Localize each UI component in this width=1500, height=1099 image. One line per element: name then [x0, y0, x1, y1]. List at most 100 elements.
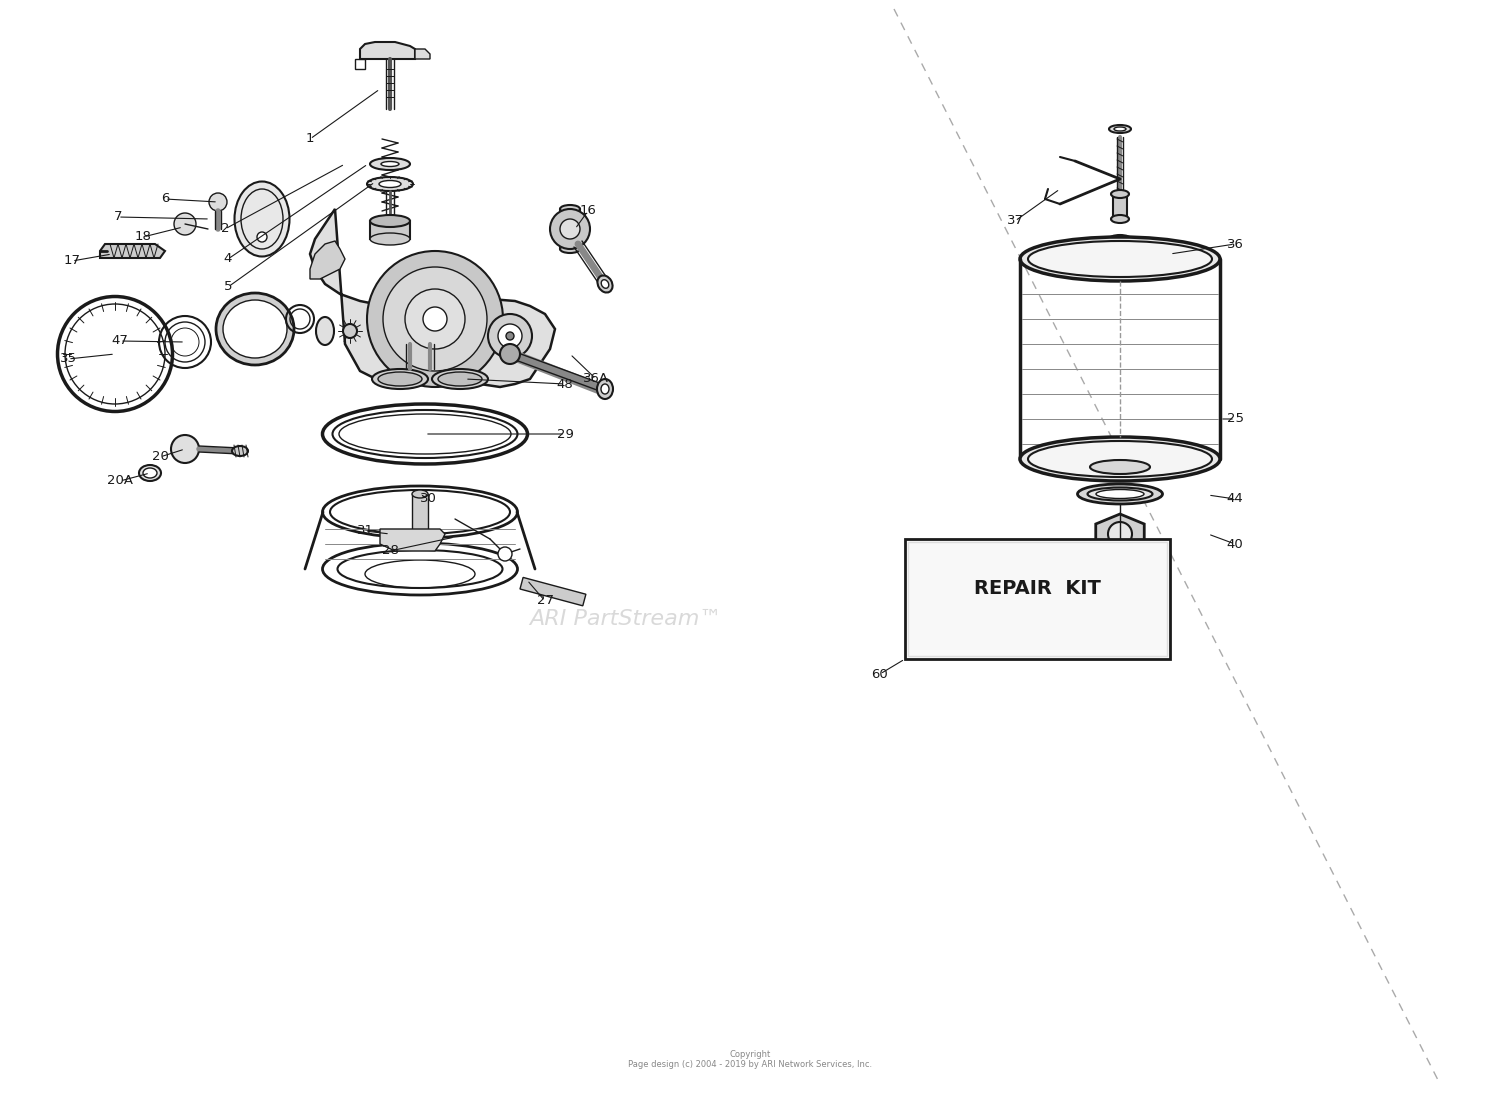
Polygon shape: [360, 42, 416, 59]
Ellipse shape: [316, 317, 334, 345]
Text: 1: 1: [306, 133, 315, 145]
Text: 5: 5: [224, 280, 232, 293]
Ellipse shape: [224, 300, 286, 358]
Text: 44: 44: [1227, 492, 1244, 506]
Ellipse shape: [602, 280, 609, 288]
Ellipse shape: [1096, 489, 1144, 499]
Ellipse shape: [597, 276, 612, 292]
Text: 16: 16: [579, 204, 597, 218]
Text: 4: 4: [224, 253, 232, 266]
Ellipse shape: [597, 379, 613, 399]
Text: 28: 28: [381, 544, 399, 557]
Text: 29: 29: [556, 428, 573, 441]
Ellipse shape: [560, 206, 580, 213]
Text: ARI PartStream™: ARI PartStream™: [528, 609, 722, 629]
Polygon shape: [310, 241, 345, 279]
Bar: [520, 577, 586, 606]
Ellipse shape: [1112, 555, 1128, 564]
Bar: [908, 542, 1167, 656]
Text: 40: 40: [1227, 537, 1244, 551]
Ellipse shape: [438, 371, 482, 386]
Ellipse shape: [432, 369, 488, 389]
Text: 36A: 36A: [584, 373, 609, 386]
Ellipse shape: [1028, 241, 1212, 277]
Ellipse shape: [1020, 237, 1220, 281]
Circle shape: [423, 307, 447, 331]
Ellipse shape: [142, 468, 158, 478]
Text: REPAIR  KIT: REPAIR KIT: [974, 579, 1101, 599]
Ellipse shape: [380, 180, 400, 188]
Polygon shape: [310, 209, 555, 387]
Ellipse shape: [1077, 484, 1162, 504]
Text: 36: 36: [1227, 237, 1244, 251]
Ellipse shape: [1108, 125, 1131, 133]
Circle shape: [500, 344, 520, 364]
Text: 31: 31: [357, 524, 374, 537]
Circle shape: [506, 332, 515, 340]
Ellipse shape: [1114, 237, 1126, 241]
Ellipse shape: [378, 371, 422, 386]
Text: 25: 25: [1227, 412, 1244, 425]
Ellipse shape: [1112, 215, 1130, 223]
Ellipse shape: [370, 158, 410, 170]
Text: 6: 6: [160, 192, 170, 206]
Circle shape: [1108, 522, 1132, 546]
Circle shape: [560, 219, 580, 238]
Polygon shape: [1096, 514, 1144, 554]
Text: 47: 47: [111, 334, 129, 347]
Ellipse shape: [216, 293, 294, 365]
Ellipse shape: [1020, 437, 1220, 481]
Ellipse shape: [232, 446, 248, 456]
Circle shape: [171, 435, 200, 463]
Circle shape: [209, 193, 226, 211]
Text: 48: 48: [556, 377, 573, 390]
Text: Copyright
Page design (c) 2004 - 2019 by ARI Network Services, Inc.: Copyright Page design (c) 2004 - 2019 by…: [628, 1050, 872, 1069]
Ellipse shape: [372, 369, 427, 389]
Polygon shape: [380, 529, 446, 551]
Ellipse shape: [1108, 235, 1131, 243]
Ellipse shape: [413, 530, 428, 539]
Ellipse shape: [234, 181, 290, 256]
Ellipse shape: [560, 245, 580, 253]
Text: 18: 18: [135, 231, 152, 244]
Ellipse shape: [413, 490, 428, 498]
Text: 20: 20: [152, 451, 168, 464]
Ellipse shape: [1112, 190, 1130, 198]
Text: 37: 37: [1007, 214, 1023, 227]
Bar: [1113, 195, 1126, 219]
Polygon shape: [100, 244, 165, 258]
Circle shape: [488, 314, 532, 358]
Text: 17: 17: [63, 255, 81, 267]
Circle shape: [256, 232, 267, 242]
Ellipse shape: [140, 465, 160, 481]
Ellipse shape: [1114, 127, 1126, 131]
Ellipse shape: [381, 162, 399, 167]
Text: 30: 30: [420, 492, 436, 506]
Ellipse shape: [370, 215, 410, 227]
Circle shape: [382, 267, 488, 371]
Text: 27: 27: [537, 595, 554, 608]
Ellipse shape: [368, 177, 413, 191]
Circle shape: [550, 209, 590, 249]
Text: 60: 60: [871, 667, 888, 680]
Bar: [413, 493, 428, 534]
Text: 35: 35: [60, 353, 76, 366]
Text: 7: 7: [114, 211, 123, 223]
Circle shape: [174, 213, 196, 235]
Circle shape: [498, 547, 512, 560]
Ellipse shape: [344, 324, 357, 338]
Circle shape: [405, 289, 465, 349]
Bar: [904, 539, 1170, 659]
Circle shape: [498, 324, 522, 348]
Circle shape: [368, 251, 502, 387]
Text: 20A: 20A: [106, 475, 134, 488]
Ellipse shape: [370, 233, 410, 245]
Bar: [370, 221, 410, 238]
Ellipse shape: [602, 384, 609, 395]
Ellipse shape: [1107, 552, 1132, 566]
Ellipse shape: [1090, 460, 1150, 474]
Ellipse shape: [1088, 488, 1152, 500]
Polygon shape: [416, 49, 430, 59]
Text: 2: 2: [220, 222, 230, 235]
Ellipse shape: [1028, 441, 1212, 477]
